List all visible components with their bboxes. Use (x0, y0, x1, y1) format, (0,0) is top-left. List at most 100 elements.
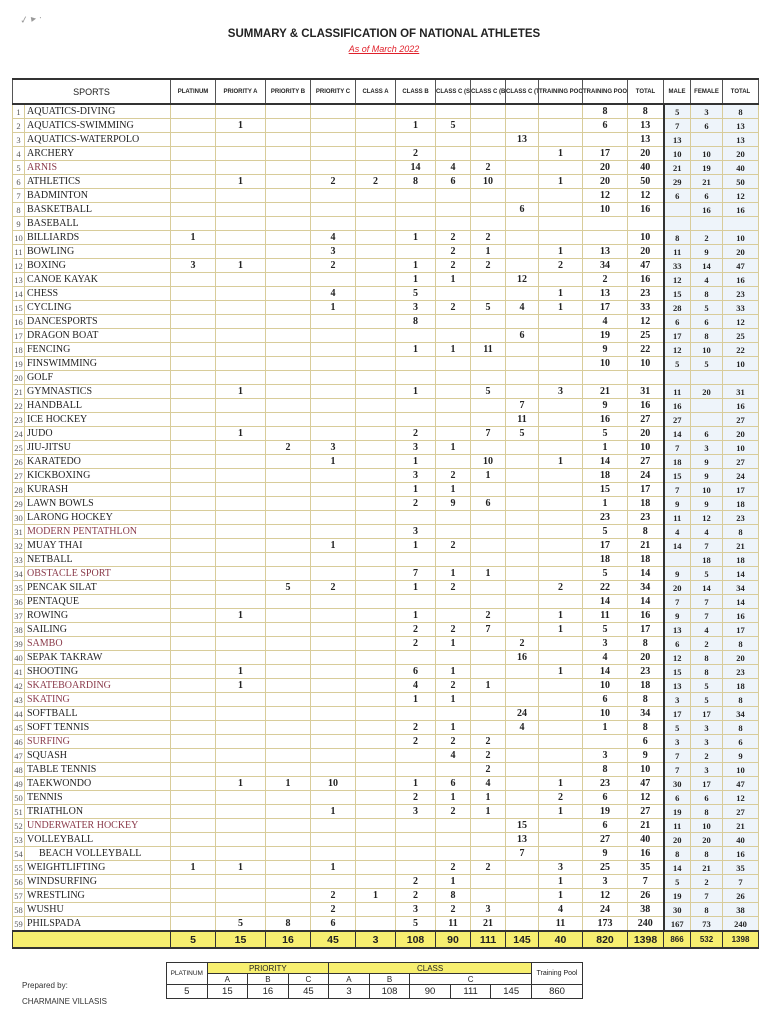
cell-class-c-bronze (470, 552, 506, 567)
cell-class-c-team (505, 482, 539, 497)
cell-priority-b (265, 482, 311, 497)
sport-name: SAILING (24, 622, 171, 637)
row-number: 33 (12, 552, 25, 567)
cell-platinum (170, 552, 216, 567)
cell-class-a (355, 594, 396, 609)
cell-class-c-team: 16 (505, 650, 539, 665)
cell-training-pool-a (538, 440, 583, 455)
cell-class-b: 3 (395, 524, 436, 539)
cell-class-c-team (505, 622, 539, 637)
cell-training-pool-b: 17 (582, 538, 628, 553)
cell-class-b: 2 (395, 874, 436, 889)
cell-priority-a (215, 888, 266, 903)
cell-class-c-silver (435, 132, 471, 147)
cell-platinum (170, 888, 216, 903)
cell-total: 24 (627, 468, 664, 483)
cell-priority-c: 10 (310, 776, 356, 791)
cell-male (662, 216, 691, 231)
cell-class-c-bronze (470, 650, 506, 665)
cell-class-c-silver (435, 412, 471, 427)
cell-training-pool-b: 6 (582, 818, 628, 833)
cell-female: 19 (690, 160, 723, 175)
row-number: 35 (12, 580, 25, 595)
row-number: 5 (12, 160, 25, 175)
cell-total: 10 (627, 762, 664, 777)
cell-training-pool-a (538, 356, 583, 371)
cell-platinum (170, 342, 216, 357)
cell-platinum (170, 916, 216, 932)
cell-training-pool-b: 15 (582, 482, 628, 497)
cell-class-a (355, 398, 396, 413)
cell-male: 9 (662, 608, 691, 623)
cell-class-c-silver (435, 216, 471, 231)
cell-training-pool-a: 1 (538, 664, 583, 679)
cell-priority-b (265, 328, 311, 343)
row-number: 1 (12, 103, 25, 119)
cell-priority-c (310, 594, 356, 609)
cell-female: 10 (690, 146, 723, 161)
cell-total: 40 (627, 832, 664, 847)
cell-training-pool-a (538, 468, 583, 483)
cell-male: 13 (662, 678, 691, 693)
cell-class-a (355, 706, 396, 721)
cell-training-pool-b: 12 (582, 888, 628, 903)
cell-class-c-team: 13 (505, 132, 539, 147)
cell-class-a (355, 692, 396, 707)
cell-priority-c (310, 132, 356, 147)
column-header-class-b: CLASS B (395, 78, 436, 105)
table-row-windsurfing: 56 WINDSURFING 2 1 1 3 7 5 2 7 (12, 874, 759, 889)
cell-class-c-silver: 1 (435, 720, 471, 735)
cell-platinum (170, 650, 216, 665)
cell-class-c-silver (435, 188, 471, 203)
cell-class-a (355, 328, 396, 343)
row-number: 47 (12, 748, 25, 763)
cell-training-pool-a: 1 (538, 146, 583, 161)
cell-platinum: 1 (170, 860, 216, 875)
cell-class-c-team: 2 (505, 636, 539, 651)
cell-training-pool-b: 9 (582, 342, 628, 357)
cell-class-c-team (505, 454, 539, 469)
cell-class-c-silver (435, 103, 471, 119)
cell-class-c-team (505, 734, 539, 749)
cell-class-c-team: 15 (505, 818, 539, 833)
cell-class-c-team (505, 524, 539, 539)
table-row-billiards: 10 BILLIARDS 1 4 1 2 2 10 8 2 10 (12, 230, 759, 245)
cell-priority-c (310, 426, 356, 441)
cell-male: 19 (662, 804, 691, 819)
table-row-skateboarding: 42 SKATEBOARDING 1 4 2 1 10 18 13 5 18 (12, 678, 759, 693)
cell-total-2: 8 (722, 720, 759, 735)
cell-priority-b (265, 412, 311, 427)
row-number: 3 (12, 132, 25, 147)
cell-class-c-silver: 4 (435, 748, 471, 763)
cell-total: 20 (627, 146, 664, 161)
cell-class-c-bronze (470, 356, 506, 371)
cell-class-c-team (505, 103, 539, 119)
cell-male: 17 (662, 328, 691, 343)
total-class-c-bronze: 111 (470, 930, 506, 949)
cell-priority-b (265, 860, 311, 875)
cell-priority-c (310, 720, 356, 735)
cell-training-pool-a (538, 118, 583, 133)
cell-male: 11 (662, 384, 691, 399)
cell-total-2: 27 (722, 804, 759, 819)
cell-training-pool-a (538, 846, 583, 861)
cell-training-pool-b: 6 (582, 118, 628, 133)
cell-class-c-silver: 2 (435, 902, 471, 917)
cell-priority-c (310, 734, 356, 749)
cell-class-c-team (505, 748, 539, 763)
cell-priority-b (265, 538, 311, 553)
table-row-pencak-silat: 35 PENCAK SILAT 5 2 1 2 2 22 34 20 14 34 (12, 580, 759, 595)
table-row-boxing: 12 BOXING 3 1 2 1 2 2 2 34 47 33 14 47 (12, 258, 759, 273)
cell-class-c-team (505, 174, 539, 189)
cell-priority-a (215, 286, 266, 301)
cell-training-pool-a (538, 482, 583, 497)
cell-class-c-bronze: 11 (470, 342, 506, 357)
cell-priority-c: 3 (310, 244, 356, 259)
cell-class-a (355, 664, 396, 679)
cell-class-b (395, 860, 436, 875)
cell-class-c-bronze: 2 (470, 734, 506, 749)
cell-class-c-team: 12 (505, 272, 539, 287)
cell-training-pool-b: 10 (582, 706, 628, 721)
cell-class-c-bronze (470, 146, 506, 161)
cell-class-a (355, 356, 396, 371)
